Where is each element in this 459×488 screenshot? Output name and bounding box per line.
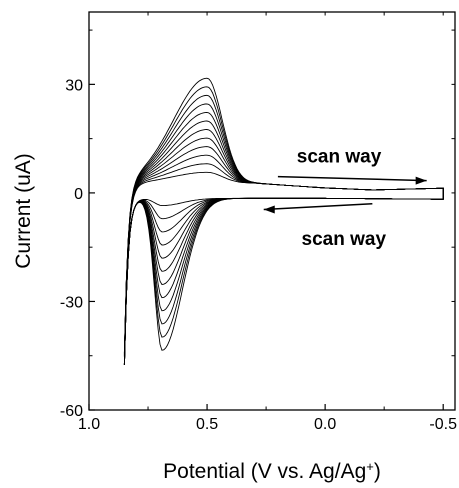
- y-tick-label: -30: [60, 294, 83, 311]
- scan-arrow-line: [277, 175, 427, 182]
- cv-cycle-curve: [123, 86, 444, 365]
- x-axis-title-main: Potential (V vs. Ag/Ag: [163, 460, 366, 483]
- plot-frame: [88, 11, 456, 411]
- cv-cycle-curve: [123, 111, 444, 365]
- y-axis-ticks: -60 -30 0 30: [60, 29, 455, 420]
- x-tick-label: 0.0: [314, 416, 336, 433]
- x-axis-ticks: 1.0 0.5 0.0 -0.5: [78, 12, 457, 433]
- cv-cycle-curve: [123, 163, 444, 365]
- x-tick-label: -0.5: [429, 416, 457, 433]
- cv-cycle-curve: [123, 77, 444, 365]
- x-axis-title-sup: +: [366, 459, 374, 474]
- cv-cycle-curve: [123, 94, 444, 365]
- cv-cycle-curve: [123, 129, 444, 365]
- x-tick-label: 0.5: [196, 416, 218, 433]
- scan-arrow-head: [415, 176, 427, 185]
- y-tick-label: 0: [74, 186, 83, 203]
- cv-cycle-curve: [123, 171, 444, 365]
- scan-arrows: [263, 175, 427, 214]
- cv-curves: [123, 77, 444, 365]
- y-axis-title: Current (uA): [12, 153, 35, 269]
- scan-arrow-line: [263, 203, 373, 211]
- x-tick-label: 1.0: [78, 416, 100, 433]
- scan-arrow-head: [263, 205, 275, 214]
- x-axis-title: Potential (V vs. Ag/Ag+): [163, 459, 381, 484]
- y-tick-label: 30: [65, 77, 83, 94]
- scan-way-label-reverse: scan way: [302, 229, 387, 250]
- y-tick-label: -60: [60, 403, 83, 420]
- x-axis-title-end: ): [374, 460, 381, 483]
- scan-way-label-forward: scan way: [297, 147, 382, 168]
- cv-cycle-curve: [123, 103, 444, 365]
